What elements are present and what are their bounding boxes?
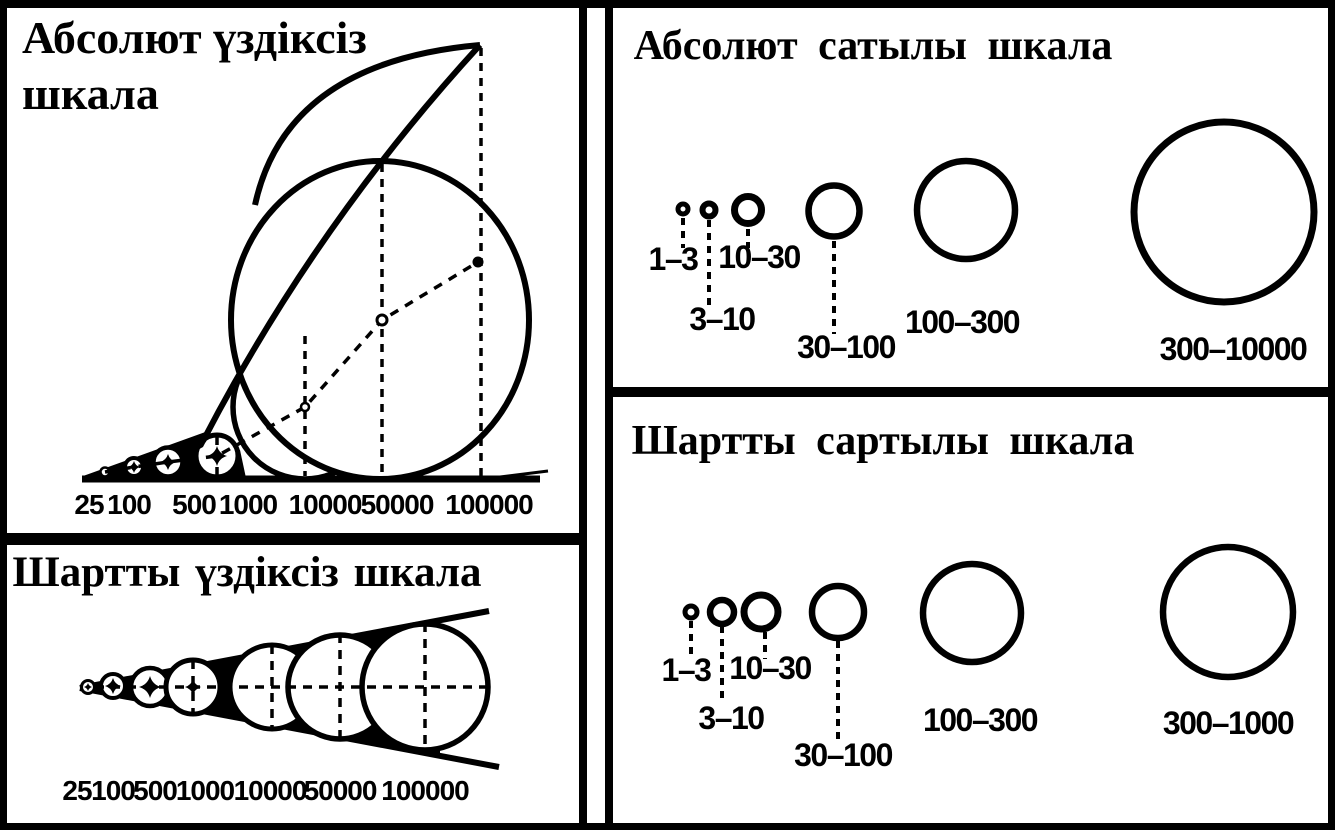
class-label: 100–300 [923, 702, 1038, 738]
divider-left-column-horizontal [0, 533, 587, 545]
divider-right-column-left-border [605, 0, 613, 830]
circle-1-3 [682, 603, 700, 621]
frame-left [0, 0, 7, 830]
class-label: 30–100 [794, 737, 892, 773]
figure-conditional-stepped-scale: 1–3 3–10 10–30 30–100 100–300 300–1000 [662, 543, 1297, 773]
envelope-arcs [194, 42, 483, 452]
axis-label: 25 [62, 775, 92, 806]
center-markers [84, 676, 201, 698]
arrow-tip [194, 428, 213, 452]
circle-3-10 [706, 596, 738, 628]
axis-label: 10000 [234, 775, 307, 806]
panel-title-absolute-continuous: Абсолют үздіксіз шкала [22, 12, 367, 120]
center-markers [128, 256, 484, 473]
divider-right-column-horizontal [605, 387, 1335, 397]
axis-label: 25 [74, 489, 104, 520]
circle-10-30 [740, 591, 782, 633]
class-label: 100–300 [905, 304, 1020, 340]
axis-label: 100000 [381, 775, 469, 806]
class-label: 1–3 [662, 652, 712, 688]
axis-label: 50000 [304, 775, 377, 806]
axis-label: 1000 [219, 489, 278, 520]
frame-right [1328, 0, 1335, 830]
axis-label: 50000 [361, 489, 434, 520]
axis-label: 500 [172, 489, 216, 520]
dashed-leaders [689, 621, 840, 745]
class-labels: 1–3 3–10 10–30 30–100 100–300 300–10000 [649, 239, 1309, 367]
dashed-leaders [681, 218, 836, 334]
axis-label: 100000 [445, 489, 533, 520]
class-label: 3–10 [689, 301, 755, 337]
class-label: 30–100 [797, 329, 895, 365]
axis-label: 1000 [176, 775, 235, 806]
figure-absolute-stepped-scale: 1–3 3–10 10–30 30–100 100–300 300–10000 [649, 118, 1318, 367]
class-label: 300–10000 [1160, 331, 1307, 367]
axis-labels: 25 100 500 1000 10000 50000 100000 [74, 489, 534, 520]
frame-top [0, 0, 1335, 8]
circle-100-300 [919, 560, 1025, 666]
axis-label: 100 [91, 775, 135, 806]
circle-300-10000 [1130, 118, 1318, 306]
endpoint-dot [472, 256, 484, 268]
panel-title-absolute-stepped: Абсолют сатылы шкала [633, 23, 1113, 69]
figure-conditional-continuous-scale: 25 100 500 1000 10000 50000 100000 [62, 608, 500, 806]
class-label: 300–1000 [1163, 705, 1294, 741]
figure-absolute-continuous-scale: 25 100 500 1000 10000 50000 100000 [74, 42, 549, 520]
axis-label: 500 [133, 775, 177, 806]
circle-30-100 [808, 582, 868, 642]
divider-left-column-right-border [579, 0, 587, 830]
circle-1-3 [675, 201, 691, 217]
class-label: 1–3 [649, 241, 699, 277]
circle-3-10 [699, 200, 719, 220]
axis-label: 10000 [289, 489, 362, 520]
class-label: 3–10 [698, 700, 764, 736]
class-labels: 1–3 3–10 10–30 30–100 100–300 300–1000 [662, 650, 1296, 773]
frame-bottom [0, 823, 1335, 830]
class-label: 10–30 [729, 650, 811, 686]
circle-10-30 [731, 193, 765, 227]
panel-title-conditional-stepped: Шартты сартылы шкала [631, 418, 1135, 464]
class-label: 10–30 [718, 239, 800, 275]
panel-title-conditional-continuous: Шартты үздіксіз шкала [12, 549, 482, 596]
circle-30-100 [805, 182, 863, 240]
circle-100-300 [913, 157, 1019, 263]
circle-300-1000 [1159, 543, 1297, 681]
axis-label: 100 [107, 489, 151, 520]
axis-labels: 25 100 500 1000 10000 50000 100000 [62, 775, 470, 806]
